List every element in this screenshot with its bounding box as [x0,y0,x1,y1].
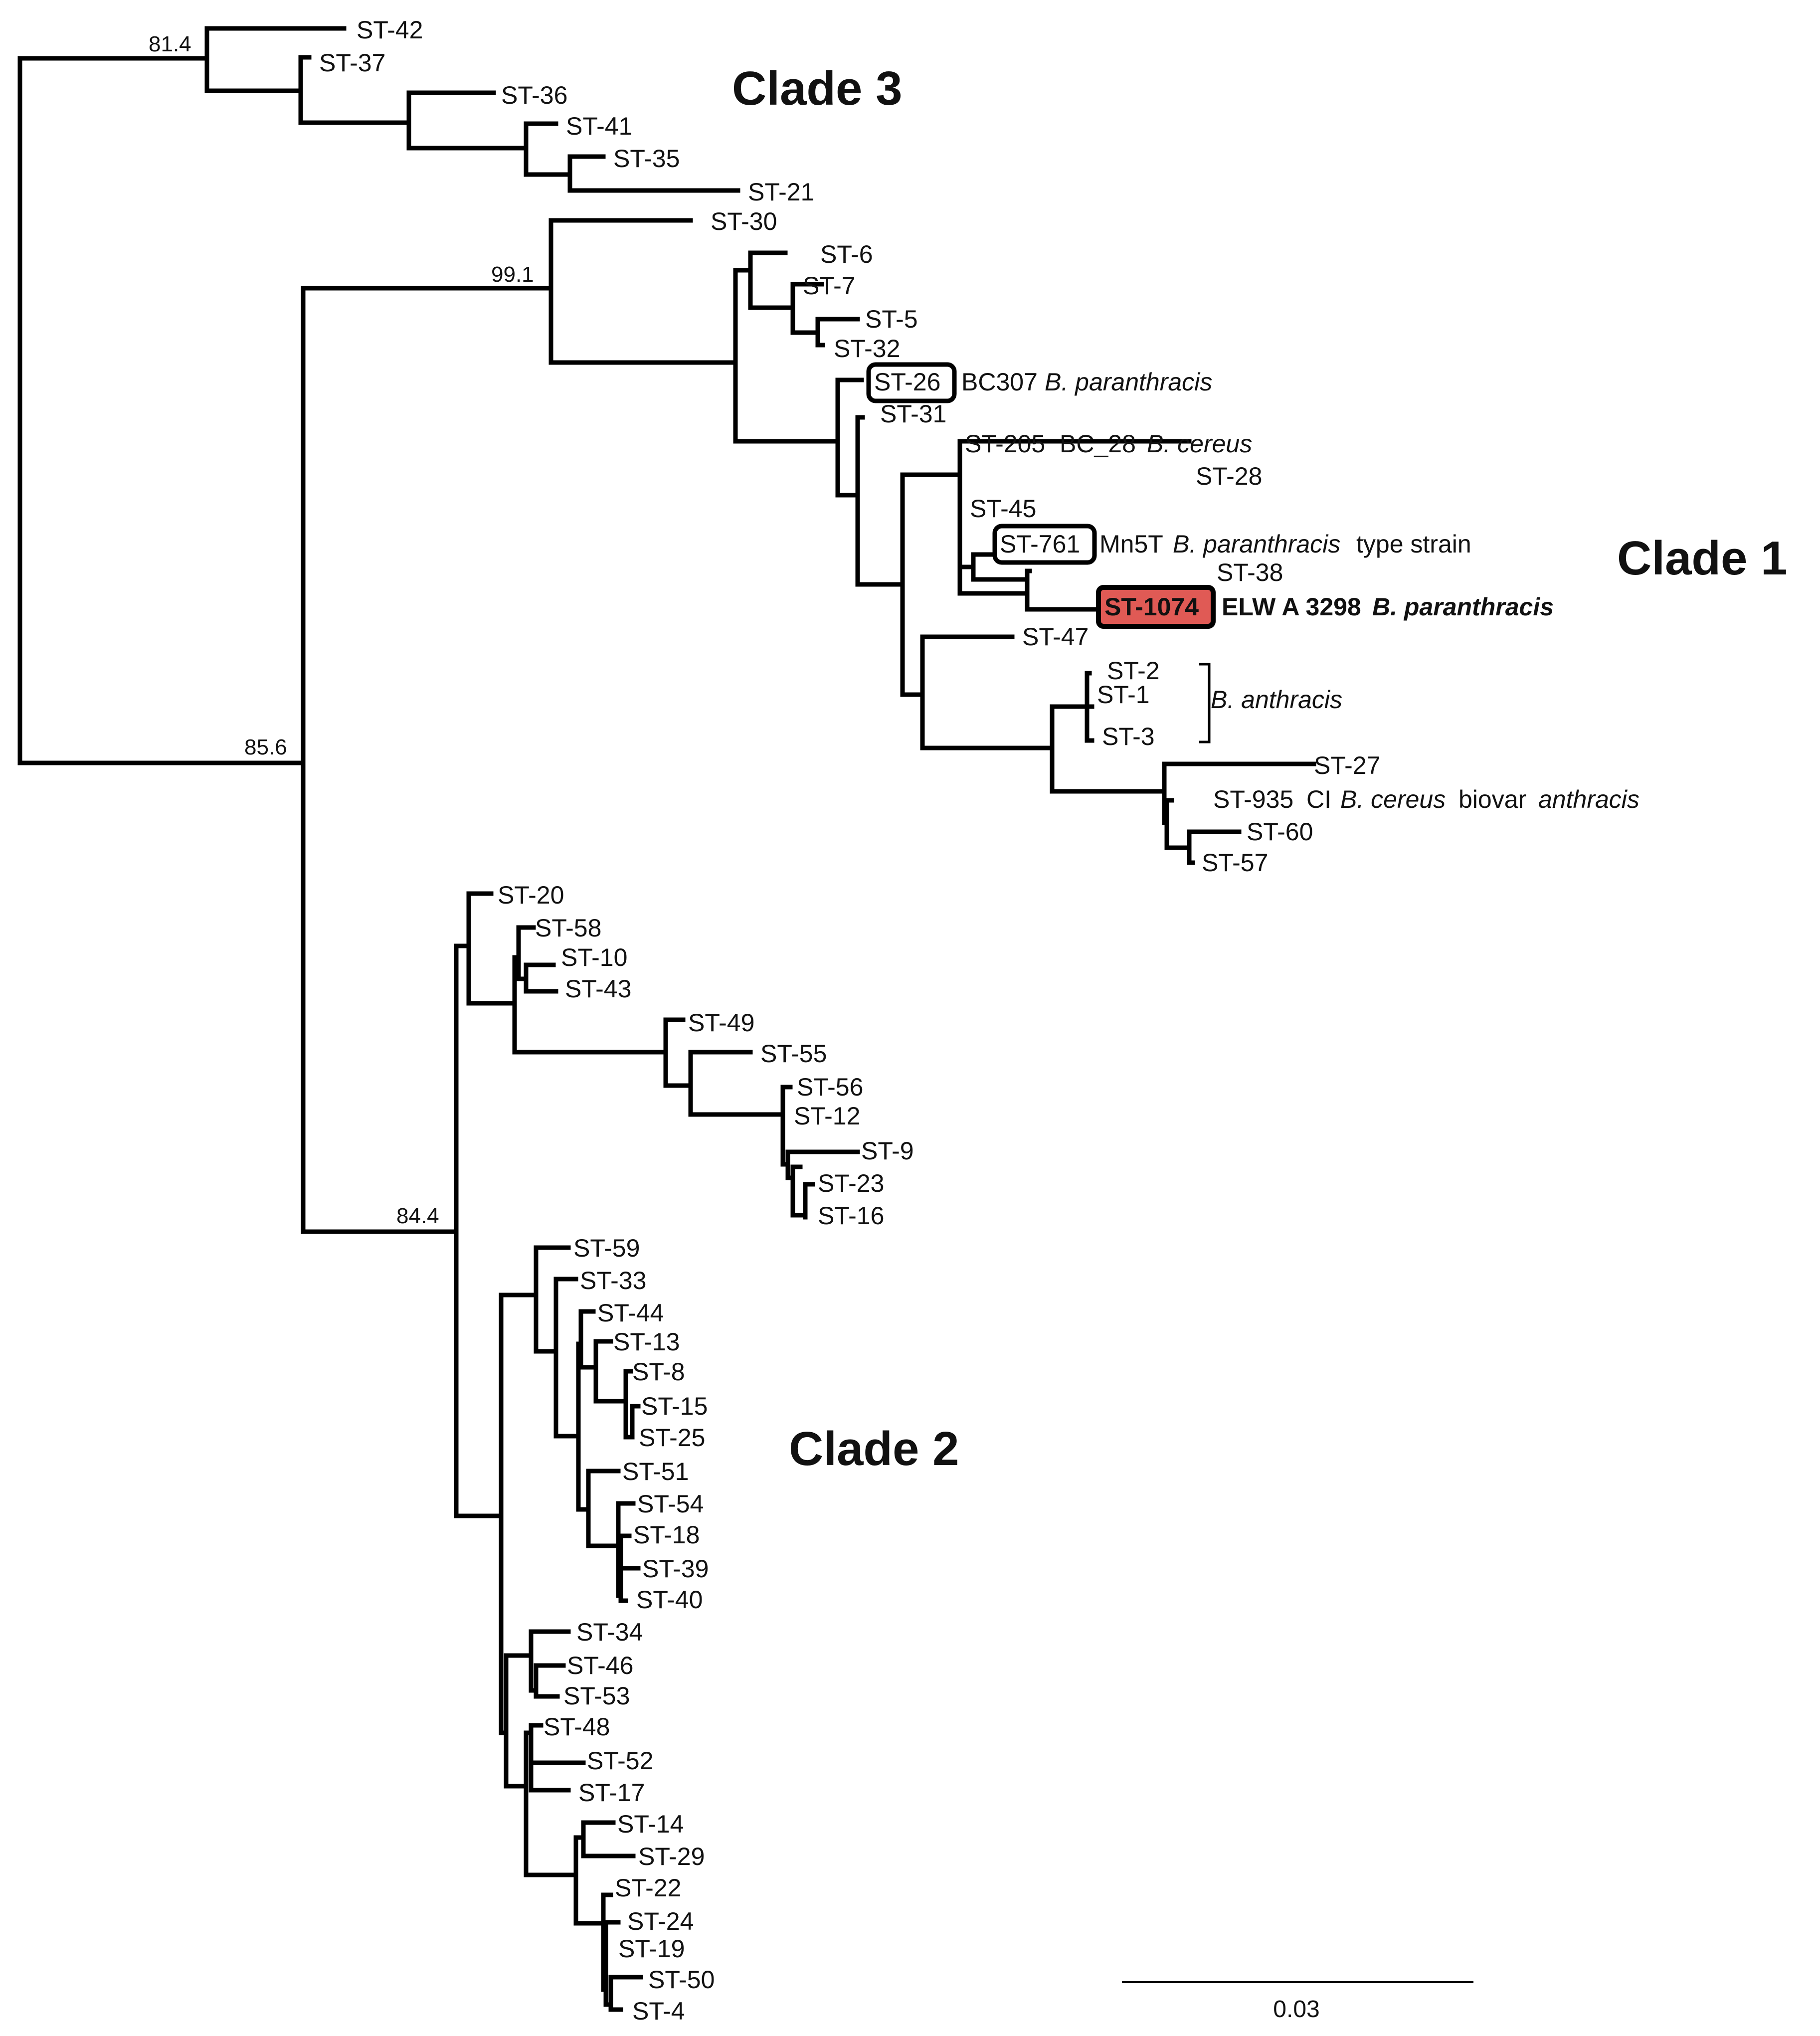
bootstrap-values: 81.4 99.1 85.6 84.4 [149,32,534,1228]
tip-label: ST-17 [578,1779,645,1807]
tip-label: ST-18 [633,1521,700,1549]
tip-label: ST-31 [880,400,946,428]
tip-label: Mn5T [1099,530,1163,558]
tip-label: ST-4 [632,1997,685,2025]
tip-label: ST-30 [711,207,777,235]
tip-label: ST-60 [1247,818,1313,846]
tip-labels: ST-42 ST-37 ST-36 ST-41 ST-35 ST-21 ST-3… [319,16,1639,2025]
highlight-boxes [866,362,1216,629]
tip-label: ST-41 [566,112,632,140]
tip-label: ST-28 [1196,462,1262,490]
tip-label: B. paranthracis [1045,368,1212,396]
tip-label: type strain [1356,530,1471,558]
bootstrap-value: 84.4 [396,1204,439,1228]
tip-label: ST-58 [535,914,601,942]
tip-label: ST-8 [632,1358,685,1386]
bootstrap-value: 99.1 [491,262,534,287]
scale-bar: 0.03 [1122,1981,1473,2023]
tip-label: ST-26 [874,368,940,396]
clade-label: Clade 2 [789,1422,959,1476]
tip-label: ST-40 [636,1586,703,1614]
tip-label: ST-22 [615,1874,681,1902]
bootstrap-value: 81.4 [149,32,191,56]
tip-label: B. paranthracis [1372,593,1554,621]
tip-label: ST-38 [1217,558,1283,586]
tip-label: BC307 [961,368,1038,396]
clade-label: Clade 1 [1617,532,1787,585]
tip-label: ST-15 [641,1392,708,1420]
tip-label: ST-5 [865,305,918,333]
tip-label: B. cereus [1340,785,1446,813]
tip-label: ST-14 [617,1810,684,1838]
tip-label: ST-10 [561,943,627,971]
tip-label: ST-2 [1107,657,1160,685]
tip-label: ST-13 [613,1328,680,1356]
tip-label: ST-24 [627,1907,694,1935]
tip-label: ST-49 [688,1009,754,1037]
tip-label: ST-7 [803,272,856,300]
tip-label: ST-935 [1213,785,1293,813]
tip-label: ST-205 [965,430,1045,458]
tip-label: CI [1306,785,1331,813]
anthracis-bracket [1199,663,1211,743]
tip-label: ST-21 [748,178,814,206]
tip-label: B. cereus [1147,430,1252,458]
tip-label: ST-48 [544,1713,610,1741]
clade-label: Clade 3 [732,62,902,115]
tip-label: ST-16 [818,1202,884,1230]
tip-label: ST-47 [1022,623,1089,651]
tip-label: ST-35 [613,145,680,173]
tip-label: ST-46 [567,1652,633,1679]
tip-label: ST-39 [642,1555,709,1583]
tip-label: ST-34 [576,1618,643,1646]
tip-label: anthracis [1538,785,1639,813]
st761-box [992,524,1097,565]
tip-label: ST-54 [637,1490,704,1518]
tip-label: ST-1074 [1104,593,1199,621]
scale-bar-label: 0.03 [1273,1996,1319,2023]
tip-label: ST-3 [1102,723,1155,750]
tip-label: ST-59 [573,1234,640,1262]
tip-label: ELW A 3298 [1222,593,1361,621]
tip-label: ST-32 [834,335,900,363]
st1074-highlight [1096,585,1216,629]
st26-box [866,362,957,403]
tip-label: ST-6 [820,240,873,268]
tip-label: ST-55 [760,1040,827,1068]
tip-label: ST-761 [1000,530,1080,558]
tip-label: ST-42 [357,16,423,44]
tip-label: ST-52 [587,1747,653,1775]
tip-label: ST-25 [639,1424,705,1452]
tree-branches [17,26,1316,2012]
tip-label: ST-29 [638,1843,705,1870]
tip-label: ST-53 [563,1682,630,1710]
clade-annotation: B. anthracis [1211,686,1342,714]
tip-label: ST-20 [498,881,564,909]
tip-label: B. paranthracis [1173,530,1340,558]
tip-label: ST-23 [818,1169,884,1197]
tip-label: ST-33 [580,1267,646,1295]
tip-label: ST-9 [861,1137,914,1165]
tip-label: ST-43 [565,975,631,1003]
tip-label: ST-12 [794,1102,860,1130]
tip-label: biovar [1458,785,1526,813]
tip-label: ST-27 [1314,751,1380,779]
bootstrap-value: 85.6 [244,735,287,759]
tip-label: ST-50 [648,1966,715,1994]
tip-label: ST-44 [597,1299,664,1327]
tip-label: ST-45 [970,495,1036,523]
tip-label: ST-56 [797,1073,863,1101]
tip-label: ST-19 [618,1935,685,1963]
tip-label: ST-37 [319,49,385,77]
tip-label: ST-51 [622,1458,689,1485]
tip-label: ST-57 [1202,849,1268,877]
tip-label: ST-36 [501,81,567,109]
tip-label: ST-1 [1097,681,1150,709]
tip-label: BC_28 [1060,430,1136,458]
